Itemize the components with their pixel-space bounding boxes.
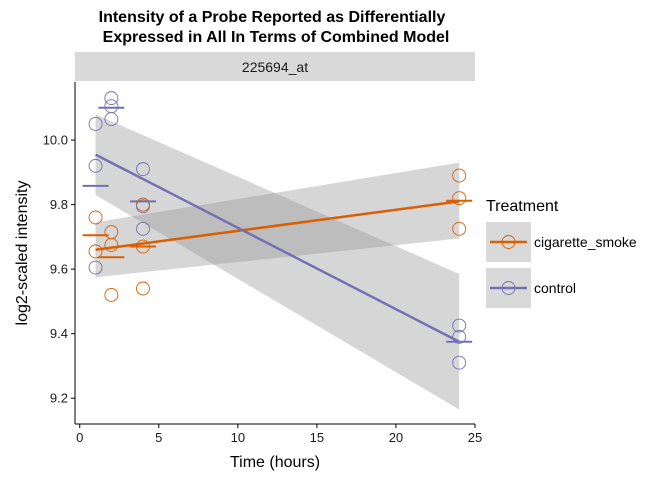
x-tick-label-0: 0 [76,430,83,445]
chart-title-line-2: Expressed in All In Terms of Combined Mo… [103,29,450,46]
data-point-control-2 [88,260,103,275]
data-point-control-5 [104,112,119,127]
fit-lines [94,153,460,343]
data-point-control-4 [104,99,119,114]
legend-title: Treatment [486,198,559,215]
facet-strip [75,52,475,81]
data-point-control-10 [452,329,467,344]
data-point-cigarette_smoke-6 [136,239,150,254]
data-point-control-8 [136,221,150,236]
data-point-control-1 [88,158,103,173]
legend-key-point-cigarette_smoke [501,235,516,249]
data-points [88,91,467,370]
confidence-ribbons [95,114,460,410]
y-axis-ticks: 9.2 9.4 9.6 9.8 10.0 [43,133,75,406]
confidence-band-control [95,114,460,410]
x-tick-label-3: 15 [310,430,324,445]
confidence-band-cigarette_smoke [95,162,460,278]
legend-key-point-control [501,281,516,295]
data-point-cigarette_smoke-3 [104,237,119,252]
x-axis-ticks: 0 5 10 15 20 25 [76,424,482,445]
data-point-control-6 [136,162,150,177]
facet-strip-label: 225694_at [242,59,308,75]
y-axis-title: log2-scaled intensity [14,181,31,326]
chart-title-line-1: Intensity of a Probe Reported as Differe… [99,9,446,26]
data-point-control-11 [452,355,467,370]
data-point-cigarette_smoke-10 [452,221,467,236]
data-point-control-0 [88,116,103,131]
x-tick-label-1: 5 [155,430,162,445]
data-point-cigarette_smoke-7 [136,281,150,296]
data-point-control-9 [452,318,467,333]
data-point-cigarette_smoke-0 [88,210,103,225]
y-tick-label-0: 9.2 [50,391,68,406]
data-point-cigarette_smoke-9 [452,191,467,206]
y-tick-label-3: 9.8 [50,197,68,212]
data-point-cigarette_smoke-8 [452,168,467,183]
y-tick-label-4: 10.0 [43,133,68,148]
x-tick-label-5: 25 [468,430,482,445]
fit-line-cigarette_smoke [95,200,460,252]
x-tick-label-4: 20 [389,430,403,445]
data-point-control-3 [104,91,119,106]
legend-label-control: control [534,280,576,296]
data-point-cigarette_smoke-1 [88,244,103,259]
y-tick-label-1: 9.4 [50,326,68,341]
y-tick-label-2: 9.6 [50,262,68,277]
fit-line-control [94,153,460,343]
x-tick-label-2: 10 [231,430,245,445]
data-point-cigarette_smoke-4 [104,287,119,302]
legend-label-cigarette_smoke: cigarette_smoke [534,234,637,250]
x-axis-title: Time (hours) [230,454,320,471]
data-point-control-7 [136,199,150,214]
